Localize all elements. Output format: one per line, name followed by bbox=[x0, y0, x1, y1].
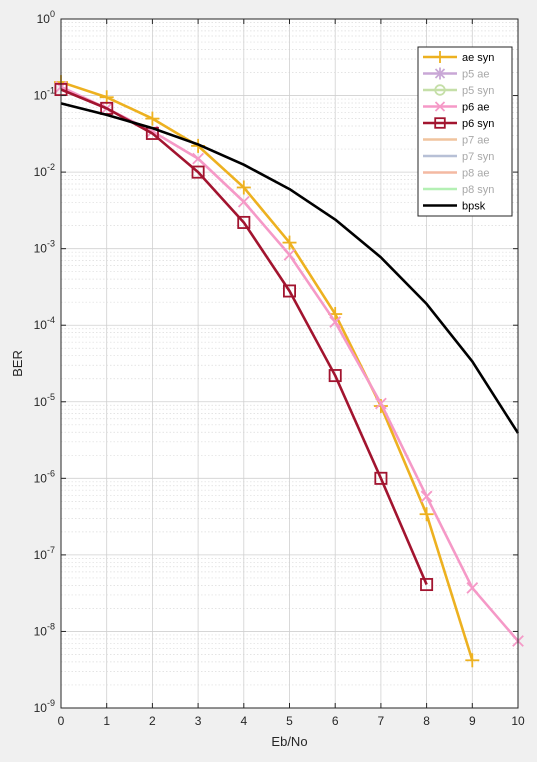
x-axis-label: Eb/No bbox=[271, 734, 307, 749]
legend-entry: p6 syn bbox=[423, 117, 494, 130]
x-tick-label: 6 bbox=[332, 714, 339, 728]
legend-entry: p5 syn bbox=[423, 84, 494, 97]
series-line bbox=[60, 102, 520, 434]
legend: ae syn p5 ae p5 syn p6 ae p6 syn p7 ae p7 syn p… bbox=[417, 46, 513, 217]
data-point-star-d2 bbox=[434, 68, 446, 79]
y-tick-labels: 100 10-1 10-2 10-3 10-4 10-5 10-6 10-7 10-8 10-9 bbox=[34, 9, 518, 715]
x-tick-label: 9 bbox=[469, 714, 476, 728]
y-tick-label: 10-8 bbox=[34, 621, 55, 638]
data-point-x-2 bbox=[375, 397, 387, 410]
data-point-x-2 bbox=[329, 316, 342, 328]
y-tick-label: 10-9 bbox=[34, 698, 55, 715]
x-tick-label: 4 bbox=[240, 714, 247, 728]
data-point-x-2 bbox=[283, 248, 296, 261]
x-tick-label: 0 bbox=[58, 714, 65, 728]
x-tick-label: 7 bbox=[378, 714, 385, 728]
x-tick-labels: 0 1 2 3 4 5 6 7 8 9 10 bbox=[58, 19, 525, 728]
x-tick-label: 8 bbox=[423, 714, 430, 728]
data-point-square bbox=[237, 215, 251, 229]
legend-entry: p8 syn bbox=[423, 184, 494, 196]
series-bpsk bbox=[60, 102, 520, 434]
y-tick-label: 10-5 bbox=[34, 392, 55, 409]
y-tick-label: 10-1 bbox=[34, 86, 55, 103]
data-point-square bbox=[282, 284, 296, 298]
legend-label: bpsk bbox=[462, 201, 486, 213]
legend-label: p7 ae bbox=[462, 135, 490, 147]
legend-label: p8 ae bbox=[462, 168, 490, 180]
legend-label: p5 ae bbox=[462, 69, 490, 81]
legend-label: p5 syn bbox=[462, 85, 494, 97]
data-point-square bbox=[328, 369, 342, 383]
y-tick-label: 10-7 bbox=[34, 545, 55, 562]
x-tick-label: 5 bbox=[286, 714, 293, 728]
y-tick-label: 10-2 bbox=[34, 162, 55, 179]
data-point-x-2 bbox=[237, 195, 250, 208]
data-point-square bbox=[434, 117, 446, 129]
y-tick-label: 10-3 bbox=[34, 239, 55, 256]
x-tick-label: 2 bbox=[149, 714, 156, 728]
data-point-x-2 bbox=[466, 582, 479, 594]
series-line bbox=[60, 88, 428, 586]
legend-label: p6 ae bbox=[462, 102, 490, 114]
x-tick-label: 10 bbox=[511, 714, 525, 728]
data-point-x-2 bbox=[420, 490, 433, 503]
y-axis-label: BER bbox=[10, 350, 25, 377]
legend-entry: p5 ae bbox=[423, 67, 490, 81]
x-tick-label: 1 bbox=[103, 714, 110, 728]
data-point-square bbox=[374, 471, 388, 485]
data-point-square bbox=[191, 165, 205, 179]
legend-label: p6 syn bbox=[462, 118, 494, 130]
legend-entry: p7 syn bbox=[423, 151, 494, 163]
legend-label: ae syn bbox=[462, 52, 494, 64]
legend-entry: p8 ae bbox=[423, 168, 490, 180]
legend-label: p7 syn bbox=[462, 151, 494, 163]
y-tick-label: 100 bbox=[37, 9, 55, 26]
y-tick-label: 10-4 bbox=[34, 315, 55, 332]
data-point-square bbox=[420, 578, 434, 592]
data-point-x-2 bbox=[434, 101, 446, 112]
legend-label: p8 syn bbox=[462, 184, 494, 196]
series-p6-syn bbox=[54, 82, 434, 592]
legend-entry: bpsk bbox=[423, 201, 486, 213]
legend-entry: p7 ae bbox=[423, 135, 490, 147]
legend-entry: ae syn bbox=[423, 51, 494, 64]
legend-entry: p6 ae bbox=[423, 101, 490, 114]
series-line bbox=[60, 80, 474, 661]
data-point-x-2 bbox=[192, 152, 204, 165]
y-tick-label: 10-6 bbox=[34, 468, 55, 485]
data-point-circle bbox=[434, 84, 446, 96]
x-tick-label: 3 bbox=[195, 714, 202, 728]
